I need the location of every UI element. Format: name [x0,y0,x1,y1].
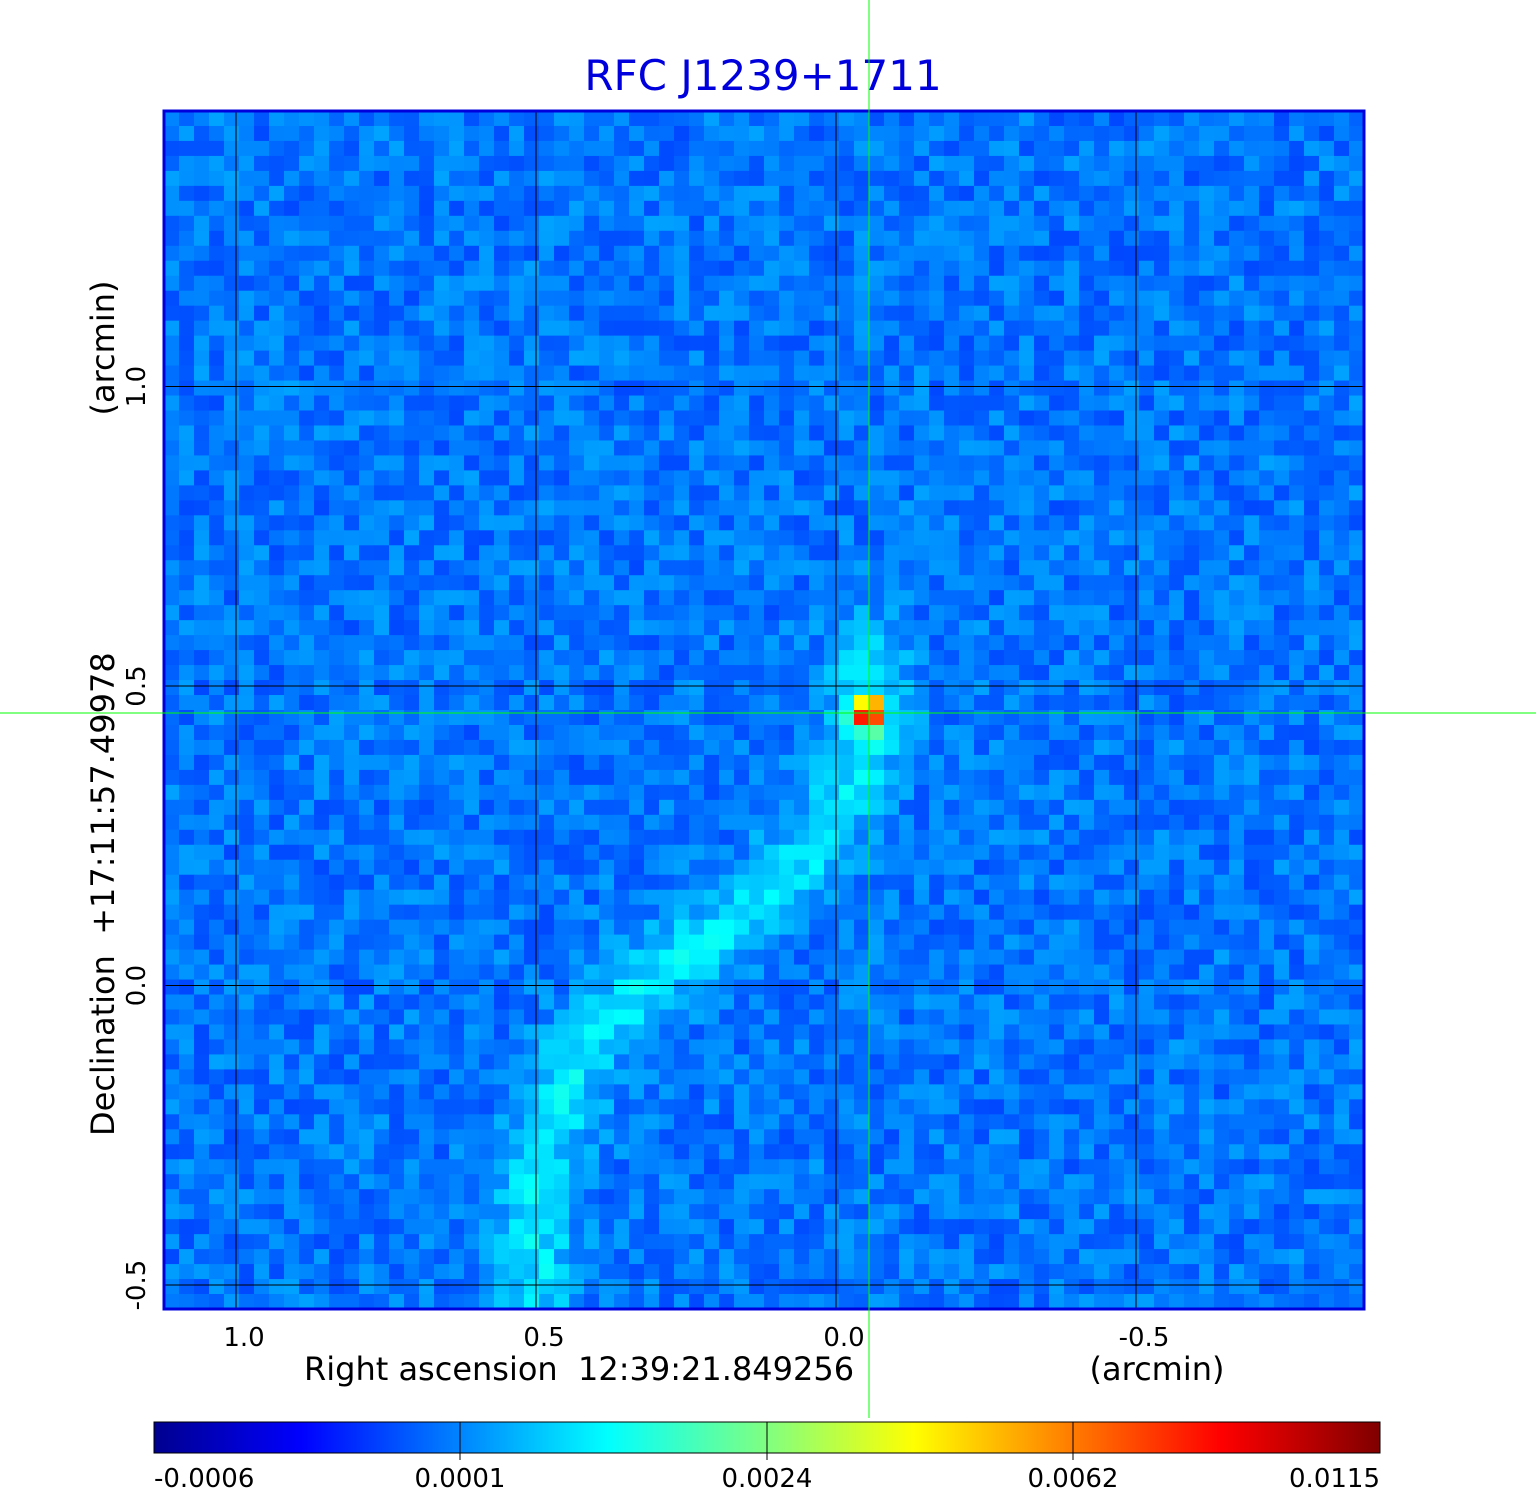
x-axis-label: Right ascension 12:39:21.849256 [304,1350,854,1388]
colorbar-tick-label: 0.0062 [1028,1464,1119,1494]
plot-area [162,109,1366,1311]
x-axis-unit: (arcmin) [1090,1350,1225,1388]
chart-title: RFC J1239+1711 [584,51,941,100]
y-tick-label: 0.5 [122,665,152,706]
plot-frame [162,109,1366,1311]
image-pixels [164,111,1364,1309]
grid-lines [164,111,1364,1309]
colorbar-ticks [459,1422,1074,1460]
x-tick-label: 0.0 [823,1323,864,1353]
y-tick-label: 0.0 [122,965,152,1006]
colorbar-tick-label: 0.0001 [415,1464,506,1494]
y-axis-unit: (arcmin) [84,281,122,416]
y-tick-label: -0.5 [122,1260,152,1311]
y-axis-label: Declination +17:11:57.49978 [84,652,122,1136]
colorbar-tick-label: -0.0006 [154,1464,254,1494]
x-tick-label: -0.5 [1119,1323,1170,1353]
y-tick-label: 1.0 [122,366,152,407]
colorbar-tick-label: 0.0024 [722,1464,813,1494]
x-tick-label: 0.5 [523,1323,564,1353]
x-tick-label: 1.0 [223,1323,264,1353]
colorbar-tick-label: 0.0115 [1289,1464,1380,1494]
